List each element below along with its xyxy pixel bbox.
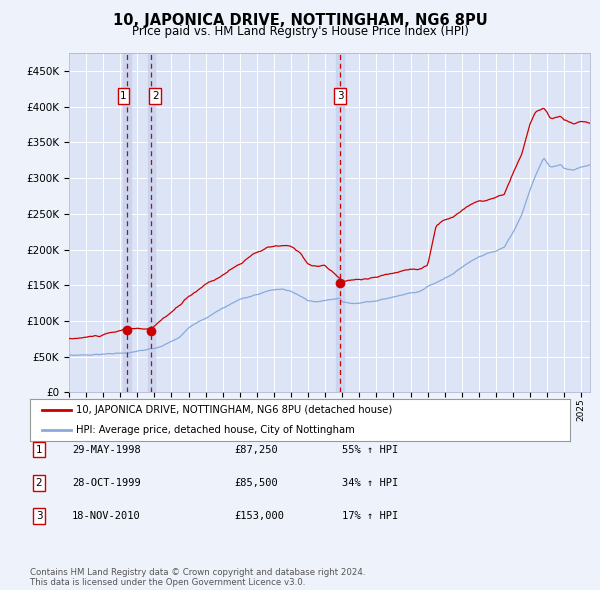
Bar xyxy=(337,53,344,392)
Text: 3: 3 xyxy=(337,91,343,101)
Text: 2: 2 xyxy=(35,478,43,487)
Text: 2: 2 xyxy=(152,91,158,101)
Text: 55% ↑ HPI: 55% ↑ HPI xyxy=(342,445,398,454)
Text: 1: 1 xyxy=(120,91,127,101)
Text: 18-NOV-2010: 18-NOV-2010 xyxy=(72,511,141,520)
Text: 1: 1 xyxy=(35,445,43,454)
Text: 17% ↑ HPI: 17% ↑ HPI xyxy=(342,511,398,520)
Bar xyxy=(148,53,155,392)
Text: 3: 3 xyxy=(35,511,43,520)
Text: 28-OCT-1999: 28-OCT-1999 xyxy=(72,478,141,487)
Text: 34% ↑ HPI: 34% ↑ HPI xyxy=(342,478,398,487)
Text: HPI: Average price, detached house, City of Nottingham: HPI: Average price, detached house, City… xyxy=(76,425,355,435)
Text: 10, JAPONICA DRIVE, NOTTINGHAM, NG6 8PU: 10, JAPONICA DRIVE, NOTTINGHAM, NG6 8PU xyxy=(113,13,487,28)
Text: Price paid vs. HM Land Registry's House Price Index (HPI): Price paid vs. HM Land Registry's House … xyxy=(131,25,469,38)
Text: £87,250: £87,250 xyxy=(234,445,278,454)
Text: 10, JAPONICA DRIVE, NOTTINGHAM, NG6 8PU (detached house): 10, JAPONICA DRIVE, NOTTINGHAM, NG6 8PU … xyxy=(76,405,392,415)
Text: £85,500: £85,500 xyxy=(234,478,278,487)
Text: Contains HM Land Registry data © Crown copyright and database right 2024.
This d: Contains HM Land Registry data © Crown c… xyxy=(30,568,365,587)
Text: £153,000: £153,000 xyxy=(234,511,284,520)
Text: 29-MAY-1998: 29-MAY-1998 xyxy=(72,445,141,454)
Bar xyxy=(124,53,131,392)
